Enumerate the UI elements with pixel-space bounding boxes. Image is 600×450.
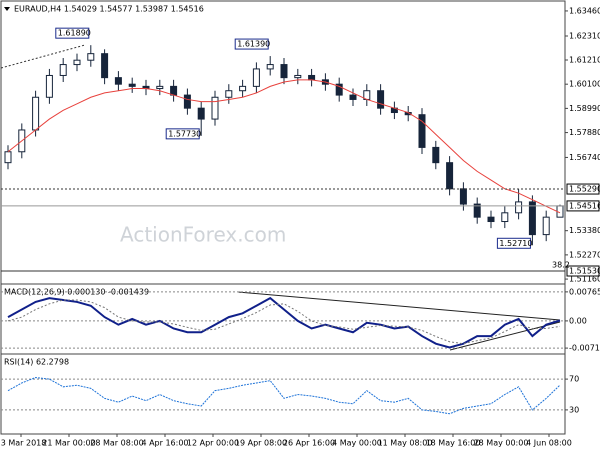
candle-body — [542, 216, 550, 236]
candle-body — [239, 85, 247, 92]
y-tick-label: 0.00765 — [569, 287, 600, 296]
candle-body — [156, 85, 164, 90]
candle-body — [487, 216, 495, 223]
candle-body — [473, 203, 481, 218]
candle-body — [280, 64, 288, 79]
x-tick-label: 28 May 00:00 — [474, 439, 529, 448]
annotation-label: 1.61890 — [58, 29, 91, 38]
candle-body — [418, 114, 426, 148]
annotation-label: 1.57730 — [168, 129, 201, 138]
trend-line — [237, 291, 561, 321]
candle-body — [211, 96, 219, 120]
annotation-label: 1.52710 — [499, 239, 532, 248]
x-tick-label: 13 Mar 2018 — [0, 439, 46, 448]
fib-label: 38.2 — [552, 261, 570, 270]
series-line — [7, 377, 561, 415]
annotation-box — [55, 27, 90, 39]
y-tick-label: 1.51160 — [569, 275, 600, 284]
level-label: 1.55290 — [569, 185, 600, 194]
x-tick-label: 26 Apr 16:00 — [283, 439, 335, 448]
dropdown-icon — [4, 7, 10, 11]
x-tick-label: 28 Mar 08:00 — [90, 439, 143, 448]
candle-body — [128, 83, 136, 87]
candle-body — [197, 107, 205, 120]
x-tick-label: 4 May 00:00 — [332, 439, 382, 448]
candle-body — [308, 74, 316, 81]
annotation-box — [165, 128, 200, 140]
candle-body — [501, 212, 509, 223]
candle-body — [101, 53, 109, 79]
y-tick-label: 30 — [569, 405, 579, 414]
annotation-box — [496, 237, 531, 249]
candle-body — [515, 201, 523, 214]
y-tick-label: 1.57880 — [569, 128, 600, 137]
y-tick-label: 1.58990 — [569, 104, 600, 113]
annotation-label: 1.61390 — [237, 40, 270, 49]
x-tick-label: 4 Apr 16:00 — [141, 439, 188, 448]
series-line — [7, 296, 561, 349]
y-tick-label: -0.00717 — [569, 344, 600, 353]
candle-body — [183, 94, 191, 109]
candle-body — [45, 74, 53, 98]
candle-body — [170, 85, 178, 96]
level-box — [566, 265, 600, 277]
candle-body — [528, 201, 536, 236]
moving-average — [7, 79, 561, 214]
annotation-box — [234, 38, 269, 50]
candle-body — [349, 94, 357, 100]
x-tick-label: 4 Jun 08:00 — [526, 439, 572, 448]
trend-line — [449, 321, 561, 351]
candle-body — [32, 96, 40, 131]
y-tick-label: 1.53380 — [569, 226, 600, 235]
y-tick-label: 1.56740 — [569, 153, 600, 162]
candle-body — [446, 162, 454, 190]
y-tick-label: 1.60100 — [569, 80, 600, 89]
x-tick-label: 19 Apr 08:00 — [235, 439, 287, 448]
candle-body — [266, 64, 274, 70]
panel-title: RSI(14) 62.2798 — [4, 358, 69, 367]
panel-title: MACD(12,26,9) 0.000130 -0.001439 — [4, 288, 149, 297]
x-tick-label: 12 Apr 00:00 — [187, 439, 239, 448]
candle-body — [225, 90, 233, 98]
y-tick-label: 70 — [569, 375, 579, 384]
trend-line — [0, 44, 86, 69]
candle-body — [294, 74, 302, 79]
level-box — [566, 183, 600, 195]
y-tick-label: 1.52270 — [569, 250, 600, 259]
y-tick-label: 1.63460 — [569, 6, 600, 15]
candle-body — [114, 77, 122, 85]
candle-body — [73, 59, 81, 66]
candle-body — [252, 68, 260, 87]
watermark: ActionForex.com — [120, 223, 286, 247]
candle-body — [377, 90, 385, 109]
y-tick-label: 0.00 — [569, 316, 587, 325]
series-line — [7, 299, 561, 345]
candle-body — [459, 188, 467, 205]
frame — [0, 0, 566, 435]
candle-body — [432, 146, 440, 164]
candle-body — [59, 64, 67, 76]
candle-body — [4, 151, 12, 164]
x-tick-label: 11 May 08:00 — [378, 439, 433, 448]
x-tick-label: 18 May 16:00 — [426, 439, 481, 448]
level-box — [566, 200, 600, 212]
level-label: 1.54516 — [569, 201, 600, 210]
candle-body — [87, 53, 95, 61]
x-tick-label: 21 Mar 00:00 — [42, 439, 95, 448]
y-tick-label: 1.62310 — [569, 32, 600, 41]
y-tick-label: 1.61210 — [569, 55, 600, 64]
candle-body — [335, 83, 343, 96]
level-label: 1.51530 — [569, 267, 600, 276]
chart-title: EURAUD,H4 1.54029 1.54577 1.53987 1.5451… — [14, 5, 204, 14]
